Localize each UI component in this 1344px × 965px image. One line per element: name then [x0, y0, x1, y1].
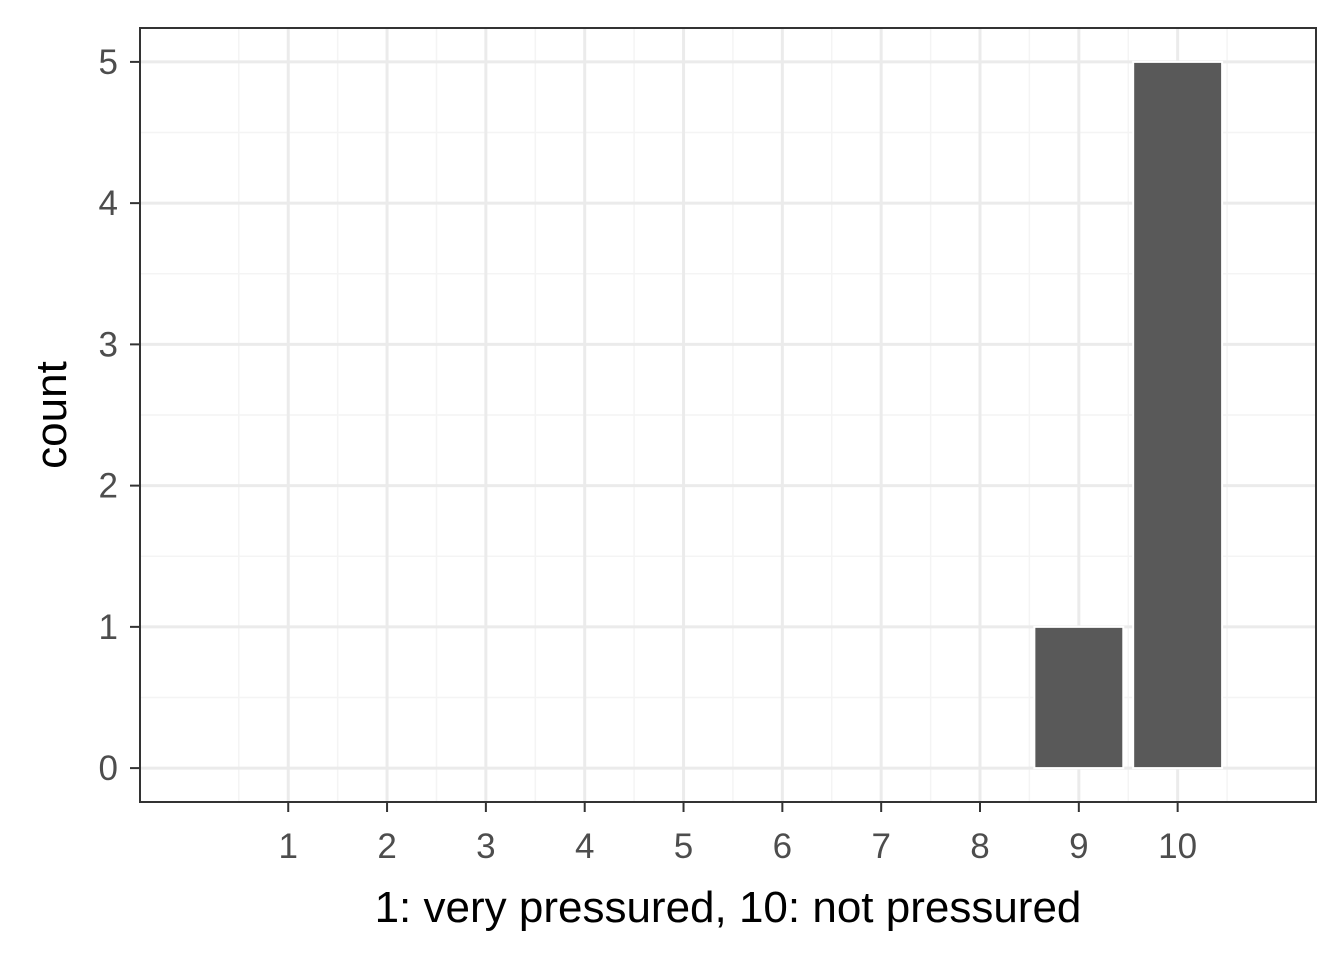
y-tick-label: 1	[99, 608, 118, 647]
x-tick-label: 1	[279, 827, 298, 866]
x-tick-label: 7	[871, 827, 890, 866]
x-tick-label: 6	[773, 827, 792, 866]
y-tick-label: 3	[99, 325, 118, 364]
bar-10	[1132, 60, 1224, 770]
x-tick-label: 4	[575, 827, 594, 866]
bar-9	[1033, 625, 1125, 770]
x-tick-label: 5	[674, 827, 693, 866]
grid-lines	[140, 28, 1316, 802]
y-tick-label: 0	[99, 749, 118, 788]
x-axis-title: 1: very pressured, 10: not pressured	[375, 883, 1082, 932]
y-tick-label: 2	[99, 467, 118, 506]
y-tick-label: 4	[99, 184, 118, 223]
y-axis-title: count	[27, 361, 76, 469]
x-tick-label: 2	[377, 827, 396, 866]
x-tick-label: 8	[970, 827, 989, 866]
x-tick-label: 3	[476, 827, 495, 866]
bars	[1033, 60, 1224, 770]
axis-ticks: 1 2 3 4 5 6 7 8 9 10 0 1 2 3 4 5	[99, 43, 1198, 866]
y-tick-label: 5	[99, 43, 118, 82]
x-tick-label: 10	[1158, 827, 1197, 866]
panel-border	[139, 27, 1317, 803]
x-tick-label: 9	[1069, 827, 1088, 866]
